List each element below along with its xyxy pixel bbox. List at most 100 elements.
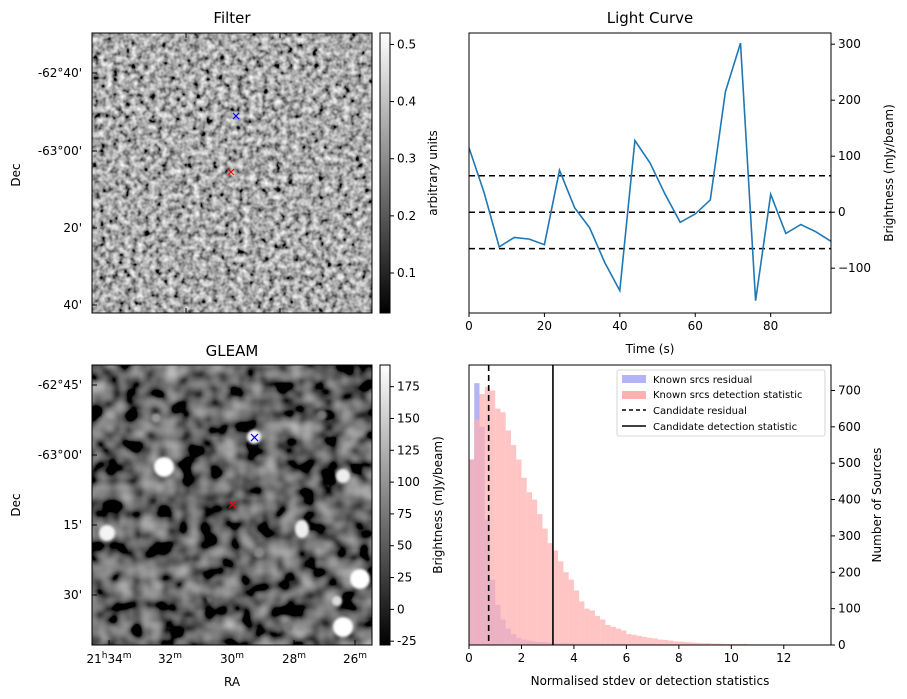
- histogram-ytick-label: 400: [838, 493, 861, 507]
- gleam-colorbar: [379, 364, 391, 646]
- detection-bar: [558, 561, 564, 645]
- histogram-ytick-label: 200: [838, 565, 861, 579]
- gleam-colorbar-tick-label: -25: [397, 634, 417, 648]
- light-curve-xtick-label: 20: [537, 319, 552, 333]
- gleam-colorbar-tick-label: 75: [397, 507, 412, 521]
- gleam-ytick-label: -62°45': [38, 378, 82, 392]
- filter-ytick-label: -63°00': [38, 144, 82, 158]
- gleam-colorbar-ticks: 175 150 125 100 75 50 25 0 -25: [390, 380, 420, 648]
- detection-bar: [715, 643, 721, 645]
- gleam-xtick-label: 28m: [282, 651, 306, 666]
- histogram-panel: 0 2 4 6 8 10 12 0 100 200 300 400 500 600 700 Normalis…: [465, 364, 884, 688]
- detection-bar: [631, 634, 637, 645]
- legend-label: Candidate residual: [653, 406, 747, 417]
- gleam-xtick-label: 21h34m: [86, 651, 131, 666]
- detection-bar: [673, 641, 679, 645]
- detection-bar: [689, 642, 695, 645]
- filter-title: Filter: [213, 9, 251, 27]
- detection-bar: [510, 445, 517, 645]
- histogram-ytick-label: 100: [838, 602, 861, 616]
- detection-bar: [526, 492, 532, 645]
- filter-panel: Filter -62°40' -63°00' 20' 40' Dec 0.50.…: [9, 9, 440, 314]
- gleam-colorbar-tick-label: 100: [397, 475, 420, 489]
- gleam-frame-ticks: [92, 384, 356, 645]
- filter-colorbar-label: arbitrary units: [426, 130, 440, 216]
- detection-bar: [605, 625, 611, 645]
- detection-bar: [547, 543, 553, 645]
- legend-label: Known srcs detection statistic: [653, 390, 802, 401]
- detection-bar: [694, 642, 700, 645]
- light-curve-ytick-label: −100: [838, 261, 871, 275]
- histogram-ylabel: Number of Sources: [870, 448, 884, 563]
- legend-label: Candidate detection statistic: [653, 422, 797, 433]
- detection-bar: [642, 637, 648, 645]
- gleam-red-cross-marker: [228, 500, 237, 509]
- gleam-xlabel: RA: [224, 675, 241, 689]
- gleam-blue-cross-marker: [250, 433, 259, 442]
- light-curve-series: [469, 42, 831, 301]
- light-curve-xtick-label: 0: [465, 319, 473, 333]
- detection-bar: [626, 634, 632, 645]
- gleam-sources: [99, 410, 370, 637]
- detection-bar: [495, 408, 501, 645]
- detection-bar: [531, 499, 538, 645]
- detection-bar: [678, 641, 685, 645]
- detection-bar: [720, 643, 727, 645]
- histogram-ytick-label: 300: [838, 529, 861, 543]
- detection-bar: [710, 643, 716, 645]
- histogram-xlabel: Normalised stdev or detection statistics: [531, 674, 770, 688]
- detection-bar: [615, 628, 622, 645]
- light-curve-ylabel: Brightness (mJy/beam): [882, 104, 896, 242]
- gleam-colorbar-label: Brightness (mJy/beam): [431, 436, 445, 574]
- detection-bar: [741, 643, 748, 645]
- gleam-ytick-label: 15': [63, 518, 82, 532]
- filter-frame-ticks: [91, 33, 281, 313]
- detection-bar: [521, 477, 527, 645]
- filter-colorbar-ticks: 0.5 0.4 0.3 0.2 0.1: [390, 37, 416, 280]
- filter-colorbar: [379, 32, 391, 314]
- detection-bar: [500, 412, 506, 645]
- detection-bar: [589, 610, 595, 645]
- histogram-ytick-label: 600: [838, 420, 861, 434]
- detection-bar: [652, 638, 658, 645]
- gleam-title: GLEAM: [206, 342, 259, 360]
- histogram-xtick-label: 2: [518, 651, 526, 665]
- detection-bar: [479, 394, 485, 645]
- gleam-xtick-label: 30m: [220, 651, 244, 666]
- light-curve-panel: Light Curve 0 20 40 60 80 −100 0 100 200 300 Time…: [465, 9, 896, 356]
- filter-frame: [91, 32, 373, 314]
- light-curve-ytick-label: 100: [838, 149, 861, 163]
- gleam-xtick-label: 26m: [343, 651, 367, 666]
- light-curve-xtick-label: 40: [612, 319, 627, 333]
- detection-bar: [610, 626, 616, 645]
- gleam-colorbar-tick-label: 150: [397, 411, 420, 425]
- histogram-xtick-label: 6: [623, 651, 631, 665]
- histogram-xtick-label: 8: [675, 651, 683, 665]
- detection-bar: [469, 459, 475, 645]
- gleam-colorbar-tick-label: 0: [397, 602, 405, 616]
- histogram-ytick-label: 500: [838, 456, 861, 470]
- gleam-colorbar-tick-label: 175: [397, 380, 420, 394]
- detection-bar: [726, 643, 732, 645]
- detection-bar: [484, 386, 490, 645]
- histogram-frame: [468, 364, 832, 646]
- gleam-colorbar-tick-label: 50: [397, 539, 412, 553]
- detection-bar: [516, 459, 522, 645]
- detection-bar: [489, 390, 496, 645]
- detection-bar: [579, 601, 585, 645]
- light-curve-xtick-label: 60: [688, 319, 703, 333]
- filter-ylabel: Dec: [9, 163, 23, 186]
- detection-bar: [594, 615, 601, 645]
- detection-bar: [657, 639, 664, 645]
- light-curve-xlabel: Time (s): [625, 342, 675, 356]
- detection-bar: [684, 642, 690, 645]
- histogram-ytick-label: 0: [838, 638, 846, 652]
- filter-colorbar-tick-label: 0.2: [397, 209, 416, 223]
- filter-ytick-label: -62°40': [38, 66, 82, 80]
- light-curve-ytick-label: 0: [838, 205, 846, 219]
- detection-bar: [542, 528, 548, 645]
- light-curve-title: Light Curve: [607, 9, 693, 27]
- legend-swatch-blue: [622, 375, 646, 383]
- light-curve-ytick-label: 200: [838, 93, 861, 107]
